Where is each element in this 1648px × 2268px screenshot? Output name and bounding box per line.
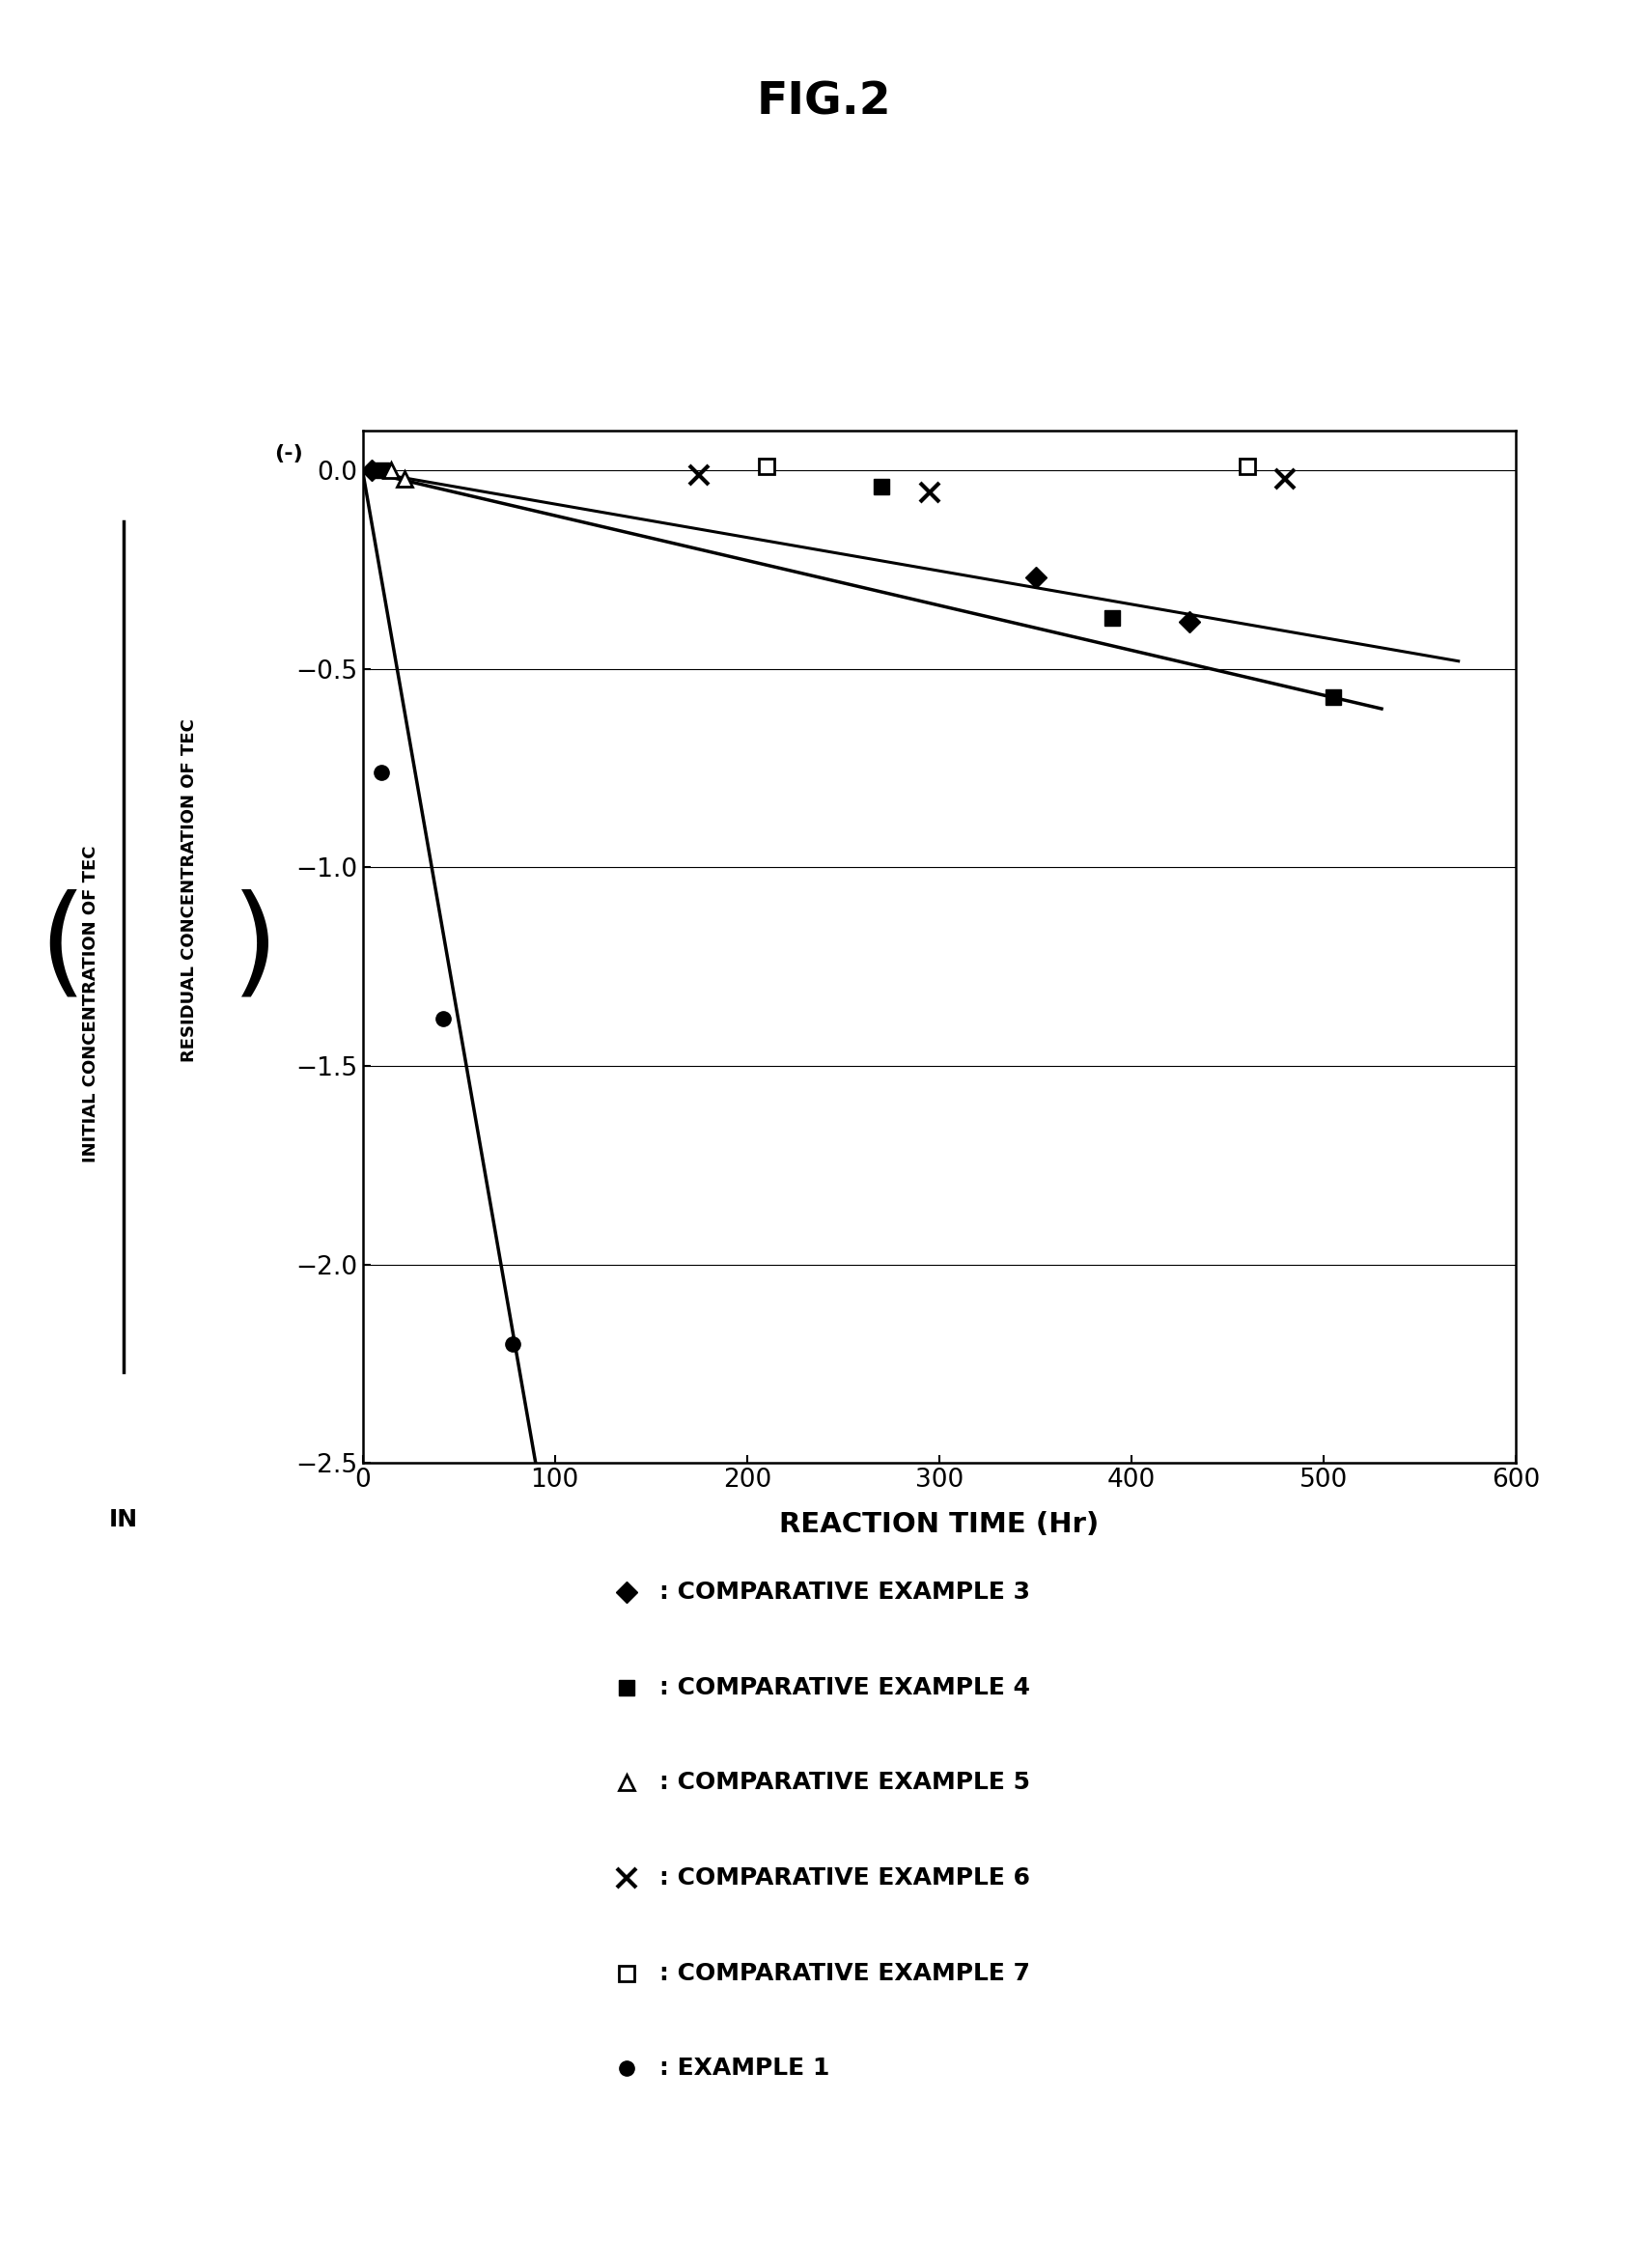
Text: FIG.2: FIG.2 <box>756 79 892 125</box>
Text: ): ) <box>232 889 279 1005</box>
Text: : COMPARATIVE EXAMPLE 3: : COMPARATIVE EXAMPLE 3 <box>659 1581 1030 1603</box>
Text: INITIAL CONCENTRATION OF TEC: INITIAL CONCENTRATION OF TEC <box>82 846 99 1161</box>
Text: : COMPARATIVE EXAMPLE 6: : COMPARATIVE EXAMPLE 6 <box>659 1867 1030 1889</box>
Text: : COMPARATIVE EXAMPLE 5: : COMPARATIVE EXAMPLE 5 <box>659 1771 1030 1794</box>
Text: (: ( <box>40 889 86 1005</box>
X-axis label: REACTION TIME (Hr): REACTION TIME (Hr) <box>780 1510 1099 1538</box>
Text: : COMPARATIVE EXAMPLE 7: : COMPARATIVE EXAMPLE 7 <box>659 1962 1030 1984</box>
Text: IN: IN <box>109 1508 138 1531</box>
Text: : COMPARATIVE EXAMPLE 4: : COMPARATIVE EXAMPLE 4 <box>659 1676 1030 1699</box>
Text: RESIDUAL CONCENTRATION OF TEC: RESIDUAL CONCENTRATION OF TEC <box>181 719 198 1061</box>
Text: (-): (-) <box>274 445 303 463</box>
Text: : EXAMPLE 1: : EXAMPLE 1 <box>659 2057 829 2080</box>
